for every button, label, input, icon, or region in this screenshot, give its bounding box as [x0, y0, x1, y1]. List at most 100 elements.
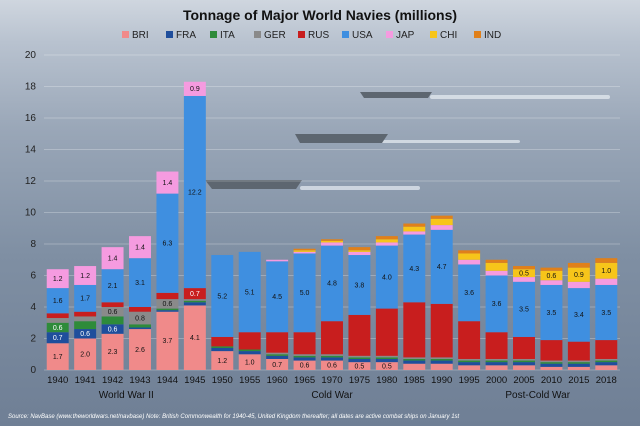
bar-stack-2005: 3.5 0.5	[513, 266, 535, 370]
ship-wake	[380, 140, 520, 143]
bar-jap-2015	[567, 281, 590, 289]
bar-chi-1985	[403, 226, 426, 232]
bar-jap-1960	[266, 259, 289, 262]
bar-stack-1955: 1.0 5.1	[238, 251, 261, 370]
bar-fra-1950	[211, 347, 234, 352]
bar-fra-1942	[101, 324, 124, 334]
bar-rus-2000	[485, 332, 508, 359]
bar-usa-2018	[595, 284, 618, 341]
data-label-bri-1944: 3.7	[163, 338, 173, 345]
data-label-bri-1960: 0.7	[272, 362, 282, 369]
data-label-usa-2010: 3.5	[547, 310, 557, 317]
x-tick-2010: 2010	[541, 375, 562, 386]
y-tick-8: 8	[30, 239, 36, 250]
legend-label-chi: CHI	[440, 30, 457, 41]
y-tick-14: 14	[25, 145, 37, 156]
data-label-bri-1975: 0.5	[355, 363, 365, 370]
bar-usa-1943	[129, 258, 151, 307]
bar-fra-1944	[156, 310, 179, 312]
x-tick-2000: 2000	[486, 375, 507, 386]
data-label-ger-1944: 0.6	[163, 301, 173, 308]
bar-ger-1980	[375, 355, 398, 358]
data-label-jap-1941: 1.2	[80, 273, 90, 280]
data-label-bri-1943: 2.6	[135, 347, 145, 354]
bar-bri-1975	[348, 362, 371, 370]
bar-ind-2018	[595, 258, 618, 263]
bar-usa-2000	[485, 275, 508, 333]
bar-fra-1980	[375, 358, 398, 363]
source-note: Source: NavBase (www.theworldwars.net/na…	[8, 414, 460, 420]
data-label-rus-1945: 0.7	[190, 291, 200, 298]
bar-stack-2000: 3.6	[485, 259, 508, 370]
bar-jap-1965	[293, 251, 316, 254]
bar-ger-1940	[46, 318, 69, 323]
bar-chi-2018	[595, 262, 618, 279]
legend-swatch-chi	[430, 31, 437, 38]
y-axis: 0 2 4 6 8 10 12 14 16 18 20	[25, 50, 37, 376]
bars: 1.7 0.7 0.6 1.6 1.2 2.0 0.6 1.7 1.2 2.3 0.6 0.6 2.1 1…	[46, 81, 618, 370]
bar-jap-1945	[183, 81, 206, 96]
data-label-chi-2010: 0.6	[547, 273, 557, 280]
bar-usa-1945	[183, 95, 206, 289]
bar-ita-1970	[321, 355, 343, 358]
data-label-usa-2000: 3.6	[492, 301, 502, 308]
data-label-fra-1940: 0.7	[53, 335, 63, 342]
y-tick-2: 2	[30, 334, 36, 345]
bar-ind-1995	[458, 250, 481, 254]
x-axis: 1940 1941 1942 1943 1944 1945 1950 1955 1960 1965…	[47, 375, 617, 386]
bar-ita-1980	[375, 357, 398, 359]
bar-ger-1970	[321, 354, 343, 356]
bar-jap-1944	[156, 171, 179, 194]
data-label-usa-1945: 12.2	[188, 189, 202, 196]
bar-bri-1941	[74, 338, 97, 370]
data-label-usa-2018: 3.5	[601, 310, 611, 317]
bar-ita-2015	[567, 362, 590, 364]
y-tick-16: 16	[25, 113, 37, 124]
bar-stack-1975: 0.5 3.8	[348, 247, 371, 370]
data-label-bri-1941: 2.0	[80, 352, 90, 359]
x-tick-1955: 1955	[239, 375, 260, 386]
bar-ita-1965	[293, 355, 316, 358]
bar-usa-1990	[430, 229, 453, 304]
data-label-bri-1970: 0.6	[327, 363, 337, 370]
bar-usa-1941	[74, 284, 97, 312]
data-label-usa-1970: 4.8	[327, 281, 337, 288]
bar-fra-1995	[458, 362, 481, 366]
data-label-jap-1945: 0.9	[190, 86, 200, 93]
bar-jap-1942	[101, 247, 124, 270]
data-label-usa-2015: 3.4	[574, 312, 584, 319]
x-tick-1943: 1943	[129, 375, 150, 386]
legend-label-ita: ITA	[220, 30, 235, 41]
bar-fra-2005	[513, 362, 535, 366]
era-label-post-cold-war: Post-Cold War	[505, 390, 570, 401]
bar-ger-1985	[403, 357, 426, 359]
ship-silhouette	[205, 180, 302, 189]
legend-label-rus: RUS	[308, 30, 329, 41]
x-tick-1990: 1990	[431, 375, 452, 386]
legend-label-ind: IND	[484, 30, 501, 41]
bar-ita-1942	[101, 316, 124, 325]
bar-ita-1941	[74, 321, 97, 330]
data-label-bri-1950: 1.2	[217, 358, 227, 365]
bar-ita-1944	[156, 308, 179, 311]
x-tick-1975: 1975	[349, 375, 370, 386]
bar-stack-2015: 3.4 0.9	[567, 262, 590, 370]
bar-chi-2010	[540, 270, 563, 281]
y-tick-6: 6	[30, 271, 36, 282]
bar-jap-2010	[540, 280, 563, 285]
bar-ind-2010	[540, 267, 563, 271]
legend-swatch-bri	[122, 31, 129, 38]
bar-fra-1940	[46, 332, 69, 344]
data-label-bri-1955: 1.0	[245, 359, 255, 366]
bar-rus-2010	[540, 340, 563, 361]
bar-bri-1980	[375, 362, 398, 370]
chart-title: Tonnage of Major World Navies (millions)	[183, 7, 457, 23]
bar-ind-1970	[321, 239, 343, 241]
bar-stack-2018: 3.5 1.0	[595, 258, 618, 370]
legend-swatch-rus	[298, 31, 305, 38]
bar-usa-1950	[211, 255, 234, 337]
bar-jap-1940	[46, 269, 69, 289]
era-label-world-war-ii: World War II	[99, 390, 154, 401]
data-label-usa-1942: 2.1	[108, 283, 118, 290]
